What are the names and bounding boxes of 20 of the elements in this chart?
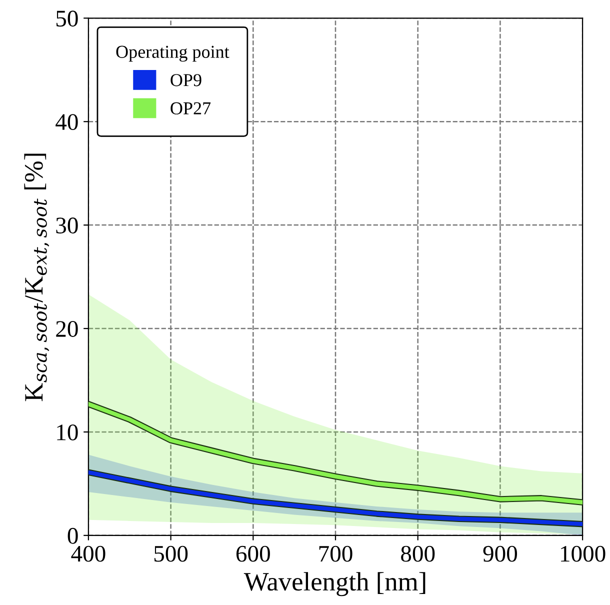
x-tick-label: 900 xyxy=(483,546,518,562)
y-tick-label: 40 xyxy=(56,114,78,130)
x-tick-label: 800 xyxy=(401,546,435,562)
line-series xyxy=(88,400,583,506)
x-tick-label: 600 xyxy=(236,546,270,562)
legend-title: Operating point xyxy=(116,46,230,62)
x-tick-label: 700 xyxy=(319,546,352,562)
x-axis-title: Wavelength [nm] xyxy=(244,572,426,596)
line-series xyxy=(88,469,583,528)
x-tick-label: 400 xyxy=(71,546,106,562)
y-tick-label: 50 xyxy=(56,10,78,27)
legend-label: OP27 xyxy=(170,102,211,114)
y-tick-label: 20 xyxy=(56,321,78,337)
x-tick-label: 1000 xyxy=(561,546,606,562)
y-tick-label: 0 xyxy=(68,528,78,544)
y-tick-label: 10 xyxy=(57,424,78,440)
y-tick-label: 30 xyxy=(56,218,78,234)
y-axis-title: K$_{sca,soot}$/K$_{ext,soot}$ [%] xyxy=(24,154,50,402)
x-tick-label: 500 xyxy=(154,546,188,562)
legend-label: OP9 xyxy=(170,74,202,86)
